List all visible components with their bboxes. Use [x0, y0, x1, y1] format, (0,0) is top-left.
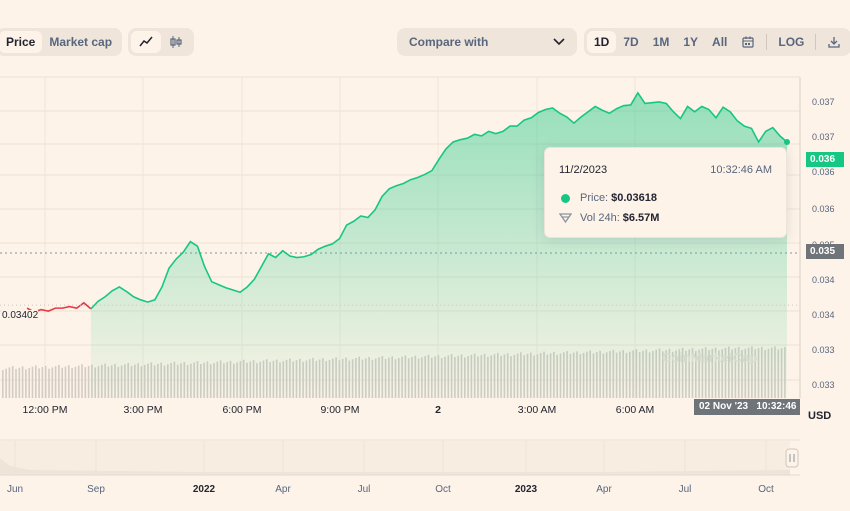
toolbar-divider — [766, 34, 768, 50]
price-tab[interactable]: Price — [0, 31, 43, 53]
navigator-label: 2023 — [515, 484, 538, 495]
volume-bar — [18, 367, 21, 398]
currency-label: USD — [808, 410, 832, 422]
chart-type-toggle: Price Market cap — [0, 28, 123, 56]
x-tick-label: 9:00 PM — [320, 404, 359, 416]
navigator-area — [0, 458, 790, 475]
y-tick-label: 0.037 — [812, 132, 835, 142]
tooltip-volume-value: $6.57M — [622, 212, 660, 224]
range-1d[interactable]: 1D — [587, 31, 617, 53]
volume-icon — [559, 213, 572, 223]
y-tick-label: 0.033 — [812, 345, 835, 355]
range-7d[interactable]: 7D — [623, 35, 639, 49]
drag-handle-icon[interactable] — [785, 448, 799, 468]
volume-bar — [31, 366, 34, 398]
volume-bar — [38, 368, 40, 398]
volume-bar — [84, 367, 87, 398]
navigator-track — [0, 441, 790, 475]
download-button[interactable] — [820, 31, 848, 53]
price-line-up — [90, 91, 788, 310]
chart-view-toggle — [128, 28, 194, 56]
y-tick-label: 0.037 — [812, 97, 835, 107]
volume-bar — [35, 365, 37, 398]
price-dot-icon — [561, 193, 570, 203]
volume-bar — [58, 364, 60, 398]
x-tick-label: 2 — [435, 404, 441, 416]
log-scale-button[interactable]: LOG — [778, 35, 805, 49]
x-tick-label: 3:00 AM — [518, 404, 557, 416]
volume-bar — [71, 368, 73, 398]
toolbar-divider — [815, 34, 817, 50]
navigator-label: Apr — [275, 484, 291, 495]
volume-bar — [21, 366, 24, 398]
volume-bar — [44, 365, 47, 398]
chevron-down-icon — [553, 38, 565, 46]
last-price-dot — [784, 138, 790, 145]
navigator-label: 2022 — [193, 484, 216, 495]
volume-bar — [68, 365, 70, 398]
volume-bar — [64, 366, 67, 398]
navigator-label: Sep — [87, 484, 105, 495]
time-range-toggle: 1D 7D 1M 1Y All LOG — [584, 28, 850, 56]
compare-with-dropdown[interactable]: Compare with — [397, 28, 577, 56]
y-tick-label: 0.034 — [812, 275, 835, 285]
y-tick-label: 0.036 — [812, 204, 835, 214]
open-price-label: 0.03402 — [2, 310, 39, 321]
volume-bar — [25, 369, 27, 398]
volume-bar — [5, 368, 7, 398]
volume-bar — [28, 368, 30, 398]
volume-bar — [74, 366, 77, 398]
tooltip-date: 11/2/2023 — [559, 164, 608, 176]
tooltip-price-label: Price: — [580, 192, 609, 204]
tooltip-volume-label: Vol 24h: — [580, 212, 620, 224]
download-icon — [828, 37, 841, 48]
compare-with-label: Compare with — [409, 35, 489, 49]
volume-bar — [2, 370, 4, 398]
tooltip-price-value: $0.03618 — [611, 192, 658, 204]
volume-bar — [54, 366, 57, 398]
volume-bar — [48, 368, 50, 398]
y-tick-label: 0.036 — [812, 167, 835, 177]
navigator-label: Oct — [758, 484, 774, 495]
line-chart-button[interactable] — [131, 31, 161, 53]
navigator-handle — [785, 448, 799, 468]
volume-bar — [11, 366, 14, 398]
date-range-button[interactable] — [734, 31, 762, 53]
candlestick-button[interactable] — [161, 31, 191, 53]
navigator-label: Jun — [7, 484, 23, 495]
crosshair-time-badge: 02 Nov '23 10:32:46 — [694, 399, 800, 415]
current-price-badge: 0.036 — [806, 152, 844, 167]
tooltip-time: 10:32:46 AM — [710, 164, 772, 176]
volume-bar — [8, 367, 11, 398]
navigator-label: Jul — [679, 484, 692, 495]
calendar-icon — [742, 36, 754, 48]
volume-bar — [41, 367, 44, 398]
price-tooltip: 11/2/2023 10:32:46 AM Price: $0.03618 Vo… — [544, 147, 787, 238]
volume-bar — [51, 367, 54, 398]
crosshair-price-badge: 0.035 — [806, 244, 844, 259]
range-all[interactable]: All — [712, 35, 728, 49]
x-tick-label: 6:00 AM — [616, 404, 655, 416]
navigator-label: Jul — [358, 484, 371, 495]
y-tick-label: 0.033 — [812, 380, 835, 390]
x-tick-label: 12:00 PM — [23, 404, 68, 416]
candlestick-icon — [170, 36, 182, 48]
x-tick-label: 3:00 PM — [123, 404, 162, 416]
line-chart-icon — [139, 36, 153, 47]
volume-bar — [15, 369, 17, 398]
navigator-label: Oct — [435, 484, 451, 495]
x-tick-label: 6:00 PM — [222, 404, 261, 416]
range-1y[interactable]: 1Y — [683, 35, 699, 49]
chart-toolbar: Price Market cap Compare with 1D 7D 1M 1… — [0, 0, 850, 84]
y-tick-label: 0.034 — [812, 310, 835, 320]
volume-bar — [77, 365, 80, 398]
volume-bar — [81, 364, 83, 398]
volume-bar — [61, 367, 63, 398]
volume-bar — [87, 365, 90, 398]
range-1m[interactable]: 1M — [652, 35, 670, 49]
navigator-label: Apr — [596, 484, 612, 495]
market-cap-tab[interactable]: Market cap — [49, 35, 113, 49]
